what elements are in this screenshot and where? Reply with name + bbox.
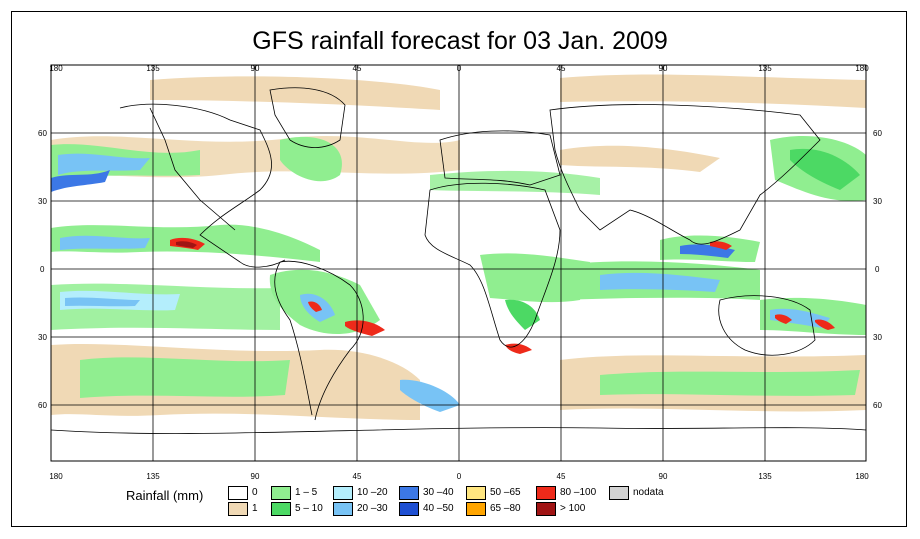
lon-tick: 135 <box>146 472 160 481</box>
map-title: GFS rainfall forecast for 03 Jan. 2009 <box>252 27 668 55</box>
lat-tick: 0 <box>875 265 880 274</box>
legend-swatch <box>399 486 419 500</box>
legend-text: 5 – 10 <box>295 503 323 514</box>
legend-text: 80 –100 <box>560 487 597 498</box>
legend-title: Rainfall (mm) <box>126 488 204 503</box>
legend-text: nodata <box>633 487 664 498</box>
legend-swatch <box>333 502 353 516</box>
lat-tick: 0 <box>40 265 45 274</box>
lat-tick: 30 <box>873 197 882 206</box>
legend-text: 1 – 5 <box>295 487 318 498</box>
latitude-ticks-left: 60 30 0 30 60 <box>38 129 47 410</box>
lon-tick: 135 <box>758 64 772 73</box>
lon-tick: 90 <box>251 472 260 481</box>
lon-tick: 90 <box>251 64 260 73</box>
lat-tick: 60 <box>38 129 47 138</box>
lon-tick: 45 <box>557 64 566 73</box>
longitude-ticks-bottom: 180 135 90 45 0 45 90 135 180 <box>49 472 869 481</box>
lat-tick: 60 <box>873 129 882 138</box>
lon-tick: 180 <box>49 64 63 73</box>
lon-tick: 90 <box>659 472 668 481</box>
legend-text: 1 <box>252 503 258 514</box>
legend-text: 50 –65 <box>490 487 521 498</box>
lat-tick: 60 <box>38 401 47 410</box>
lat-tick: 60 <box>873 401 882 410</box>
legend-text: 65 –80 <box>490 503 521 514</box>
legend-swatch <box>536 502 556 516</box>
lon-tick: 180 <box>855 64 869 73</box>
lon-tick: 135 <box>146 64 160 73</box>
legend-swatch <box>399 502 419 516</box>
legend-text: 20 –30 <box>357 503 388 514</box>
legend-swatch <box>466 486 486 500</box>
lon-tick: 0 <box>457 64 462 73</box>
lat-tick: 30 <box>38 333 47 342</box>
legend-swatch <box>536 486 556 500</box>
lon-tick: 45 <box>557 472 566 481</box>
lon-tick: 135 <box>758 472 772 481</box>
legend-swatch <box>333 486 353 500</box>
legend-swatch <box>228 486 248 500</box>
latitude-ticks-right: 60 30 0 30 60 <box>873 129 882 410</box>
legend-swatch <box>228 502 248 516</box>
lon-tick: 0 <box>457 472 462 481</box>
map-border <box>50 64 867 462</box>
figure-frame <box>11 11 907 527</box>
graticule <box>51 65 866 461</box>
legend-swatch <box>271 486 291 500</box>
legend-swatch <box>609 486 629 500</box>
rainfall-field <box>51 74 866 420</box>
legend-text: 40 –50 <box>423 503 454 514</box>
legend-text: 10 –20 <box>357 487 388 498</box>
legend-swatch <box>466 502 486 516</box>
lon-tick: 90 <box>659 64 668 73</box>
lat-tick: 30 <box>38 197 47 206</box>
lon-tick: 180 <box>855 472 869 481</box>
lon-tick: 45 <box>353 472 362 481</box>
lon-tick: 45 <box>353 64 362 73</box>
lat-tick: 30 <box>873 333 882 342</box>
legend-text: 0 <box>252 487 258 498</box>
legend-text: 30 –40 <box>423 487 454 498</box>
lon-tick: 180 <box>49 472 63 481</box>
legend-text: > 100 <box>560 503 586 514</box>
legend-swatch <box>271 502 291 516</box>
longitude-ticks-top: 180 135 90 45 0 45 90 135 180 <box>49 64 869 73</box>
